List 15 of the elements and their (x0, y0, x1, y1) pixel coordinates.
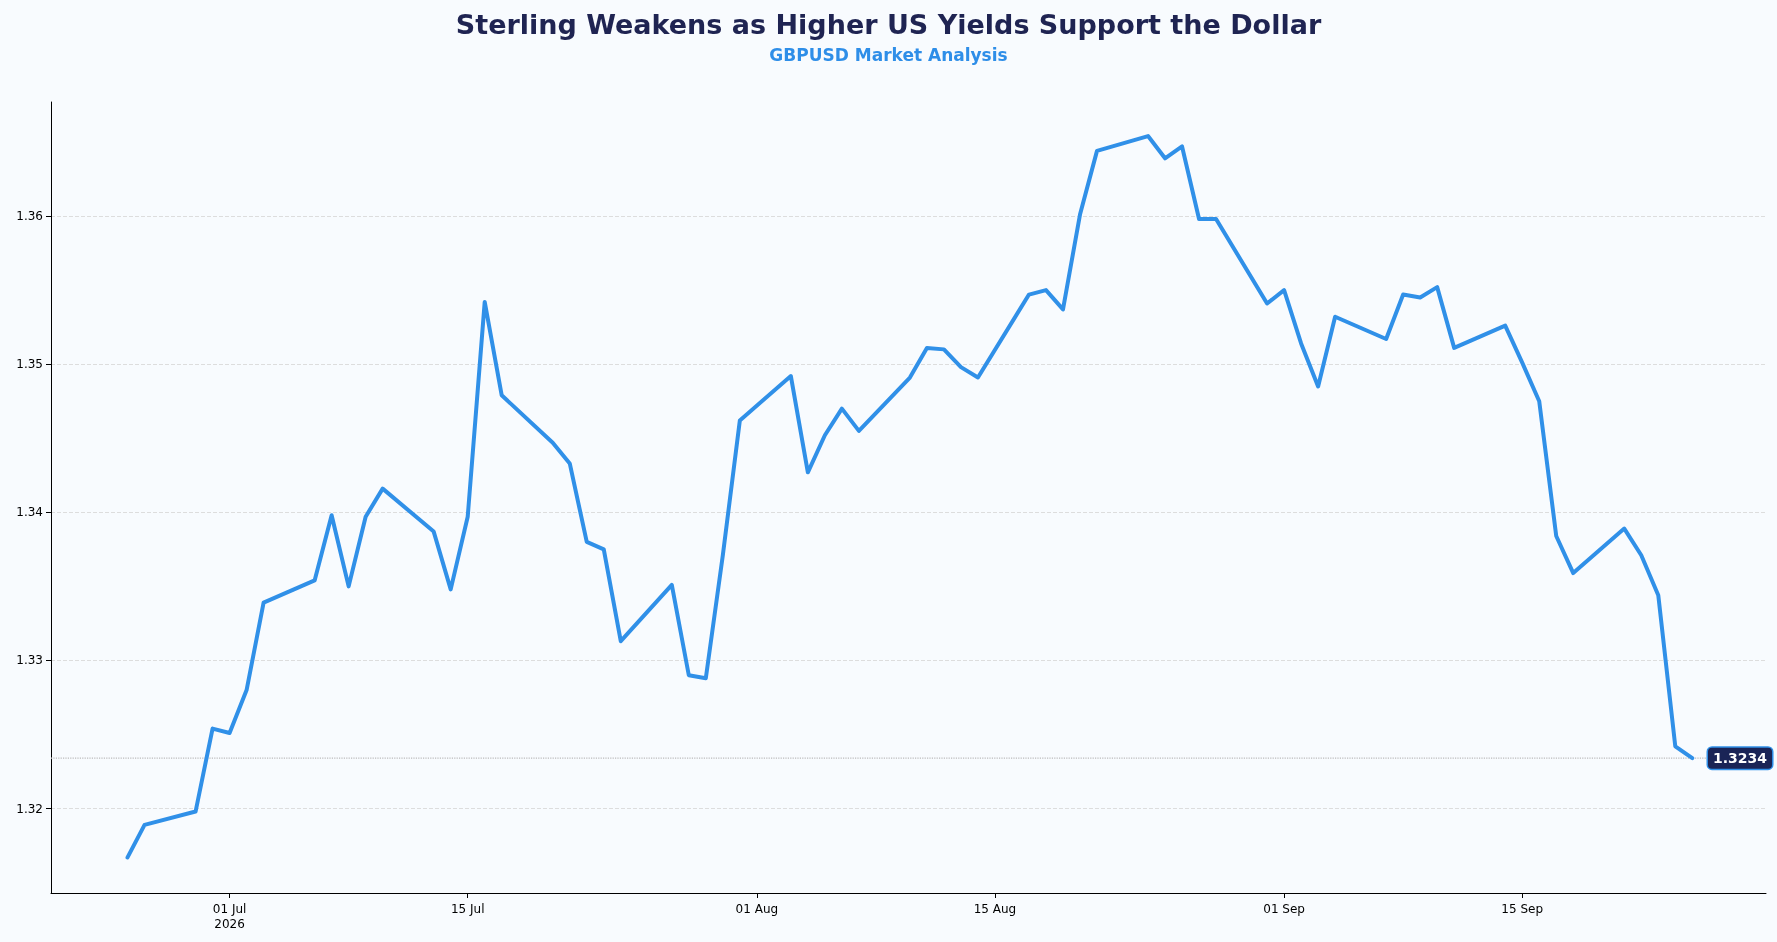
y-tick-label: 1.32 (16, 801, 43, 816)
x-tick-label: 01 Jul 2026 (212, 901, 247, 931)
y-tick-label: 1.36 (16, 209, 43, 224)
y-tick-label: 1.33 (16, 653, 43, 668)
y-tick-label: 1.34 (16, 505, 43, 520)
y-tick-label: 1.35 (16, 357, 43, 372)
ref-line-label: 1.3234 (1713, 750, 1768, 767)
x-tick-label: 15 Jul (450, 901, 485, 916)
x-tick-label: 01 Sep (1263, 901, 1305, 916)
x-tick-label: 15 Aug (973, 901, 1017, 916)
x-tick-label: 01 Aug (735, 901, 779, 916)
chart-subtitle: GBPUSD Market Analysis (769, 44, 1008, 65)
line-series (125, 134, 1695, 860)
x-tick-label: 15 Sep (1501, 901, 1544, 916)
chart-title: Sterling Weakens as Higher US Yields Support the Dollar (455, 9, 1322, 40)
